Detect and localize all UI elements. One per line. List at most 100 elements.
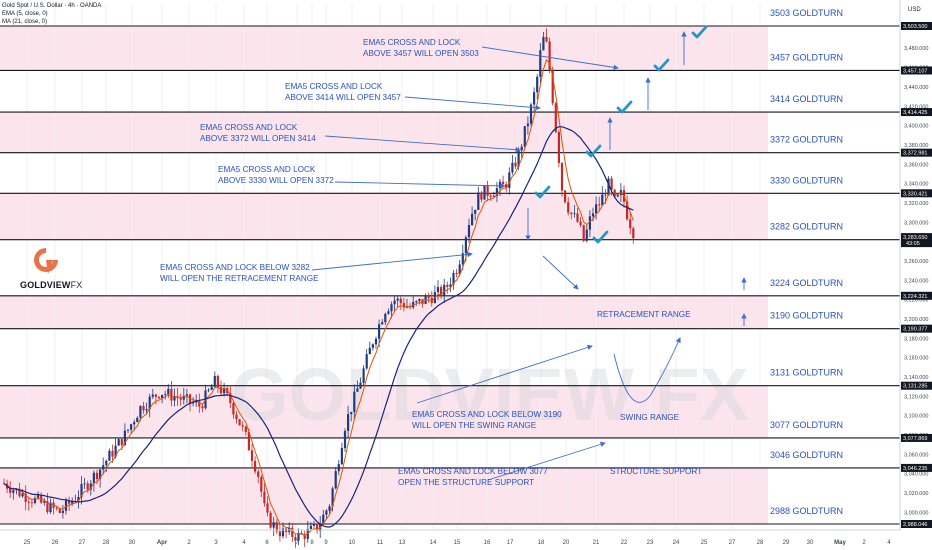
candle-body-157 bbox=[489, 195, 492, 197]
logo-pin-icon bbox=[34, 248, 58, 274]
logo-brand: GOLDVIEW bbox=[20, 280, 71, 290]
ema-legend[interactable]: EMA (5, close, 0) bbox=[2, 11, 48, 17]
candle-body-151 bbox=[471, 213, 474, 226]
level-label-7: 3190 GOLDTURN bbox=[770, 311, 843, 321]
candle-body-52 bbox=[164, 394, 167, 395]
candle-body-128 bbox=[399, 298, 402, 304]
candle-body-70 bbox=[219, 387, 223, 394]
ytick-2: 3,040.000 bbox=[904, 472, 928, 478]
xtick-16: 14 bbox=[430, 540, 437, 546]
candle-body-163 bbox=[508, 172, 511, 188]
arrow-5 bbox=[416, 344, 593, 404]
candle-body-122 bbox=[381, 322, 384, 325]
level-price-6: 3,224.321 bbox=[903, 294, 927, 300]
candle-body-20 bbox=[64, 500, 68, 511]
candle-body-63 bbox=[198, 401, 201, 407]
candle-body-114 bbox=[356, 388, 359, 392]
candle-body-51 bbox=[161, 394, 164, 398]
candle-body-197 bbox=[613, 189, 616, 197]
xtick-15: 13 bbox=[399, 540, 406, 546]
candle-body-67 bbox=[210, 386, 213, 390]
level-label-4: 3330 GOLDTURN bbox=[770, 175, 843, 185]
xtick-4: 30 bbox=[129, 540, 136, 546]
price-axis[interactable]: USD 3,000.000 3,020.000 3,040.000 3,060.000 3… bbox=[899, 0, 932, 550]
time-axis[interactable]: 25 26 27 28 30 Apr 2 3 4 6 7 8 9 10 11 13 14 15 16 17 18 20 21… bbox=[0, 529, 900, 546]
xtick-5: Apr bbox=[157, 540, 168, 546]
candle-body-14 bbox=[46, 501, 49, 512]
xtick-28: 28 bbox=[757, 540, 764, 546]
ytick-5: 3,100.000 bbox=[904, 414, 928, 420]
candle-body-19 bbox=[61, 510, 64, 513]
level-tag-9 bbox=[901, 433, 932, 442]
annotation-3-line-0: EMA5 CROSS AND LOCK bbox=[218, 165, 316, 174]
candle-body-38 bbox=[120, 439, 123, 446]
candle-body-130 bbox=[405, 306, 409, 308]
candle-body-167 bbox=[520, 146, 523, 151]
logo-text: GOLDVIEWFX bbox=[20, 280, 83, 290]
candle-body-32 bbox=[102, 465, 105, 470]
level-tag-6 bbox=[901, 291, 932, 300]
candle-body-95 bbox=[297, 532, 300, 541]
candle-body-57 bbox=[179, 398, 182, 400]
candle-body-99 bbox=[309, 525, 312, 529]
candle-body-198 bbox=[616, 195, 619, 197]
annotation-0-line-0: EMA5 CROSS AND LOCK bbox=[363, 38, 461, 47]
candle-body-86 bbox=[269, 512, 272, 528]
candle-body-148 bbox=[461, 253, 464, 265]
candle-body-178 bbox=[554, 103, 557, 132]
candle-body-45 bbox=[142, 405, 145, 411]
candle-body-147 bbox=[458, 264, 461, 274]
candle-body-123 bbox=[384, 313, 387, 323]
candle-body-97 bbox=[303, 534, 306, 539]
band-3 bbox=[0, 295, 768, 329]
candle-body-173 bbox=[539, 50, 542, 77]
swing-curve bbox=[613, 337, 681, 403]
level-price-11: 2,988.046 bbox=[903, 522, 927, 528]
candle-body-69 bbox=[216, 375, 219, 388]
candle-body-4 bbox=[15, 488, 18, 491]
check-icon-1 bbox=[592, 230, 609, 244]
candle-body-93 bbox=[291, 527, 294, 537]
candle-body-161 bbox=[502, 181, 505, 185]
candle-body-195 bbox=[607, 178, 610, 196]
arrow-0 bbox=[481, 46, 619, 70]
candle-body-124 bbox=[387, 311, 390, 314]
candle-body-87 bbox=[272, 522, 275, 528]
level-label-9: 3077 GOLDTURN bbox=[770, 420, 843, 430]
candle-body-34 bbox=[108, 450, 111, 461]
candle-body-71 bbox=[223, 388, 226, 394]
candle-body-76 bbox=[238, 419, 241, 426]
candle-body-50 bbox=[157, 396, 161, 398]
candle-body-40 bbox=[126, 429, 130, 431]
candle-body-191 bbox=[595, 204, 598, 214]
annotation-5-line-0: RETRACEMENT RANGE bbox=[597, 310, 691, 319]
candle-body-101 bbox=[316, 523, 319, 531]
xtick-12: 9 bbox=[324, 540, 328, 546]
candle-body-188 bbox=[585, 229, 588, 241]
candle-body-27 bbox=[86, 483, 89, 490]
candle-body-103 bbox=[322, 514, 325, 525]
candle-body-31 bbox=[99, 469, 102, 480]
candle-body-44 bbox=[139, 405, 142, 418]
xtick-7: 3 bbox=[214, 540, 218, 546]
level-tag-3 bbox=[901, 148, 932, 157]
candle-body-25 bbox=[80, 484, 83, 498]
band-0 bbox=[0, 26, 768, 71]
candle-body-177 bbox=[551, 69, 554, 104]
candle-body-137 bbox=[427, 296, 430, 298]
annotation-1-line-1: ABOVE 3414 WILL OPEN 3457 bbox=[285, 93, 401, 102]
xtick-27: 27 bbox=[729, 540, 736, 546]
candle-body-109 bbox=[340, 448, 343, 465]
candle-body-145 bbox=[452, 272, 455, 285]
level-price-0: 3,503.500 bbox=[903, 24, 927, 30]
band-2 bbox=[0, 193, 768, 240]
candle-body-66 bbox=[207, 389, 210, 391]
goldview-logo: GOLDVIEWFX bbox=[20, 244, 82, 294]
candle-body-194 bbox=[604, 194, 607, 196]
ma-legend[interactable]: MA (21, close, 0) bbox=[2, 19, 48, 25]
xtick-17: 15 bbox=[454, 540, 461, 546]
annotation-9-line-0: STRUCTURE SUPPORT bbox=[610, 467, 702, 476]
level-price-9: 3,077.869 bbox=[903, 436, 927, 442]
level-price-7: 3,190.377 bbox=[903, 327, 927, 333]
